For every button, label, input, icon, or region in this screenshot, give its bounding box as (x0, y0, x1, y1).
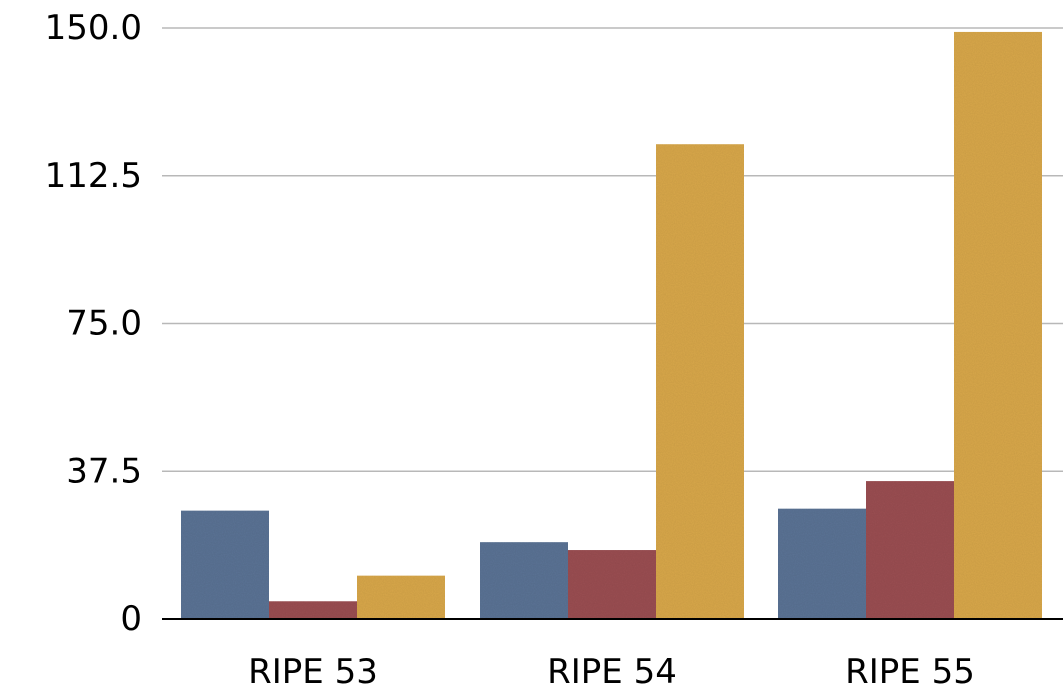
bars (181, 31, 1042, 620)
gridlines (162, 27, 1063, 472)
bar-ripe-54-series-1 (480, 542, 568, 619)
y-tick-label: 0 (120, 599, 142, 639)
bar-ripe-53-series-2 (269, 601, 357, 619)
y-axis-tick-labels: 0 37.5 75.0 112.5 150.0 (45, 8, 142, 639)
bar-ripe-55-series-2 (866, 481, 954, 619)
y-tick-label: 75.0 (66, 304, 142, 344)
y-tick-label: 112.5 (45, 156, 142, 196)
x-category-label: RIPE 54 (547, 652, 677, 692)
bar-ripe-53-series-3 (357, 575, 445, 619)
y-tick-label: 37.5 (66, 451, 142, 491)
x-category-label: RIPE 55 (845, 652, 975, 692)
bar-ripe-54-series-3 (656, 144, 744, 620)
bar-ripe-54-series-2 (568, 550, 656, 619)
bar-ripe-53-series-1 (181, 510, 269, 619)
bar-ripe-55-series-3 (954, 31, 1042, 619)
x-axis-category-labels: RIPE 53 RIPE 54 RIPE 55 (248, 652, 975, 692)
bar-ripe-55-series-1 (778, 508, 866, 619)
x-category-label: RIPE 53 (248, 652, 378, 692)
y-tick-label: 150.0 (45, 8, 142, 48)
